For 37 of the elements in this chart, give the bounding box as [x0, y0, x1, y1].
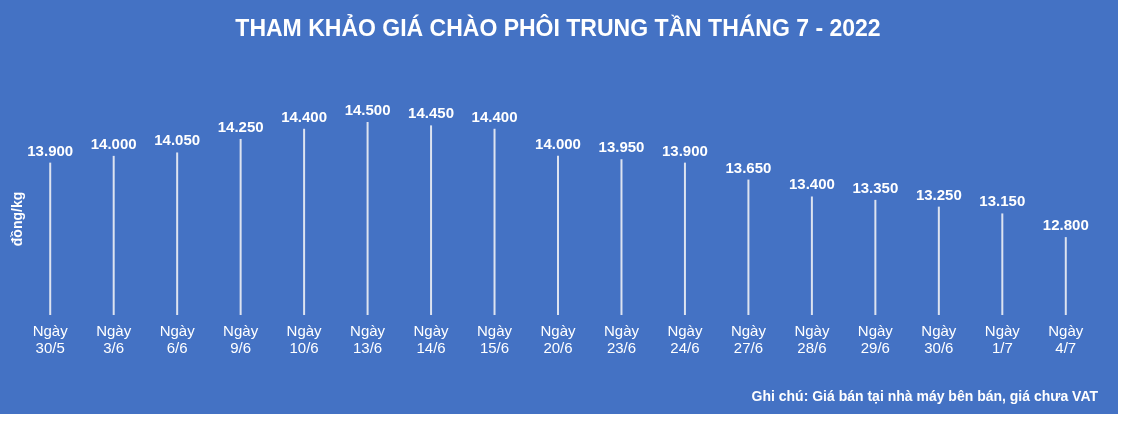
data-label: 14.250 [217, 117, 264, 135]
x-tick-label: Ngày 30/6 [921, 321, 957, 356]
data-label: 13.900 [27, 141, 74, 159]
x-tick-label: Ngày 4/7 [1048, 321, 1084, 356]
y-axis-title: đồng/kg [8, 191, 25, 247]
data-label: 14.050 [154, 131, 201, 149]
data-label: 12.800 [1042, 216, 1089, 234]
text: Ghi chú: Giá bán tại nhà máy bên bán, giá chưa VAT [751, 388, 1099, 404]
data-label: 13.950 [598, 138, 645, 156]
chart-title: THAM KHẢO GIÁ CHÀO PHÔI TRUNG TẦN THÁNG 7 - 2022 [235, 13, 881, 41]
data-label: 14.400 [281, 107, 328, 125]
x-tick-label: Ngày 30/5 [32, 321, 69, 356]
x-tick-label: Ngày 20/6 [540, 321, 576, 356]
x-tick-label: Ngày 27/6 [730, 321, 767, 356]
x-tick-label: Ngày 1/7 [984, 321, 1021, 356]
data-label: 14.450 [408, 104, 454, 122]
x-tick-label: Ngày 28/6 [794, 321, 830, 356]
data-label: 13.650 [725, 158, 772, 176]
data-label: 13.900 [662, 141, 708, 159]
data-label: 13.250 [915, 185, 962, 203]
data-label: 14.000 [90, 134, 137, 152]
data-label: 13.400 [788, 175, 835, 193]
data-label: 14.000 [535, 134, 581, 152]
x-tick-label: Ngày 3/6 [96, 321, 132, 356]
x-tick-label: Ngày 23/6 [603, 321, 640, 356]
x-tick-label: Ngày 10/6 [286, 321, 323, 356]
x-tick-label: Ngày 6/6 [159, 321, 196, 356]
x-tick-label: Ngày 15/6 [477, 321, 513, 356]
data-label: 14.500 [344, 101, 391, 118]
data-label: 14.400 [471, 107, 518, 125]
data-label: 13.350 [852, 178, 899, 196]
x-tick-label: Ngày 24/6 [667, 321, 703, 356]
x-tick-label: Ngày 9/6 [223, 321, 259, 356]
x-tick-label: Ngày 14/6 [413, 321, 450, 356]
data-label: 13.150 [979, 192, 1026, 210]
x-tick-label: Ngày 29/6 [857, 321, 894, 356]
x-tick-label: Ngày 13/6 [350, 321, 386, 356]
